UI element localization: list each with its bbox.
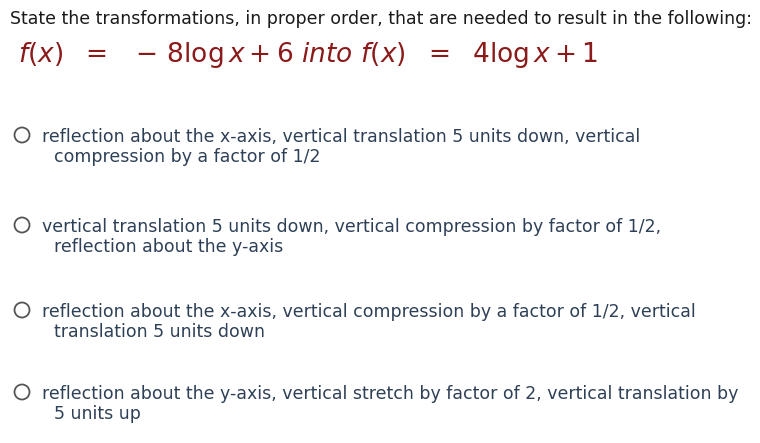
Text: 5 units up: 5 units up (54, 405, 141, 423)
Text: reflection about the x-axis, vertical translation 5 units down, vertical: reflection about the x-axis, vertical tr… (42, 128, 640, 146)
Text: translation 5 units down: translation 5 units down (54, 323, 265, 341)
Text: vertical translation 5 units down, vertical compression by factor of 1/2,: vertical translation 5 units down, verti… (42, 218, 661, 236)
Text: State the transformations, in proper order, that are needed to result in the fol: State the transformations, in proper ord… (10, 10, 752, 28)
Text: reflection about the y-axis, vertical stretch by factor of 2, vertical translati: reflection about the y-axis, vertical st… (42, 385, 739, 403)
Text: reflection about the x-axis, vertical compression by a factor of 1/2, vertical: reflection about the x-axis, vertical co… (42, 303, 695, 321)
Text: compression by a factor of 1/2: compression by a factor of 1/2 (54, 148, 321, 166)
Text: $\mathit{f}(\mathit{x})\ \ =\ \ -\,8\log \mathit{x} + 6\ \mathit{into}\ \mathit{: $\mathit{f}(\mathit{x})\ \ =\ \ -\,8\log… (18, 40, 598, 70)
Text: reflection about the y-axis: reflection about the y-axis (54, 238, 283, 256)
